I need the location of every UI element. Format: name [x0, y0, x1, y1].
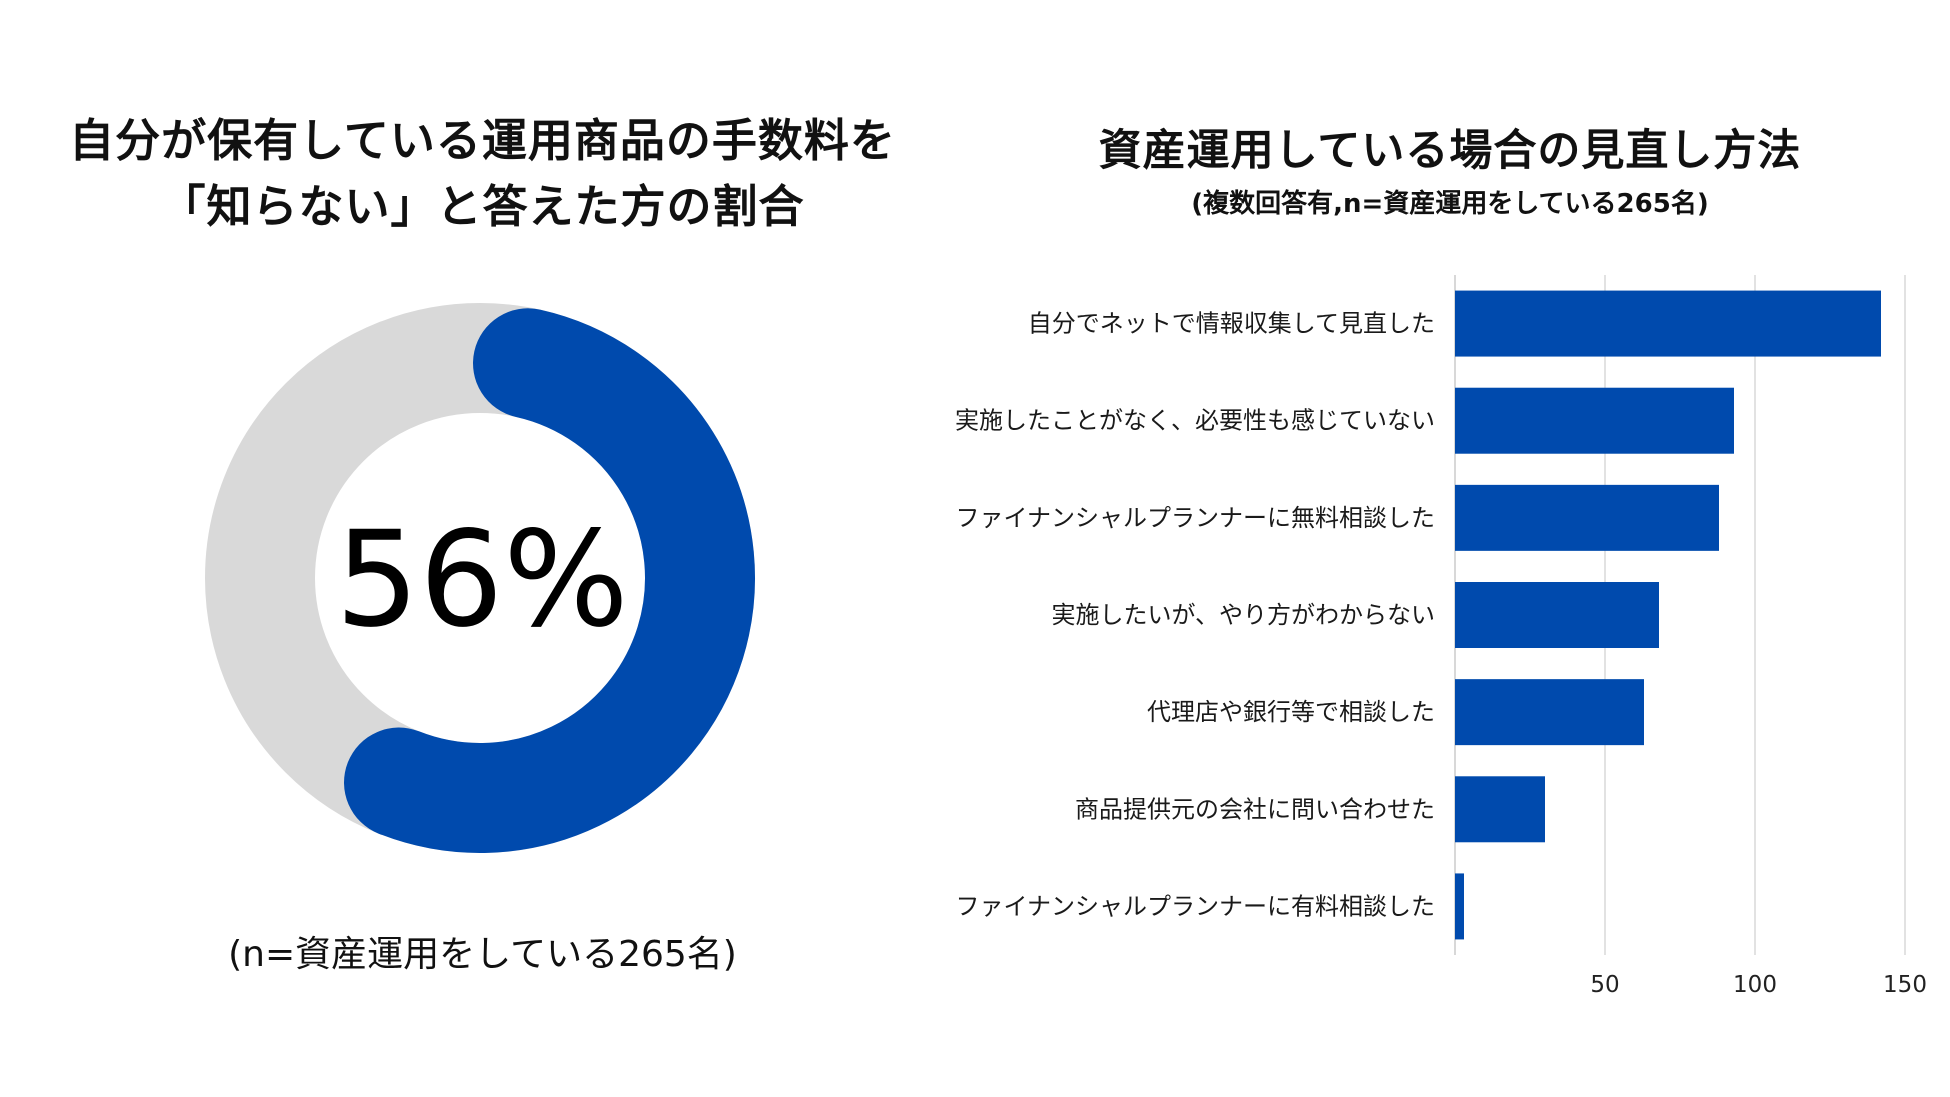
donut-chart-title-line1: 自分が保有している運用商品の手数料を	[69, 114, 896, 167]
bar	[1455, 484, 1719, 551]
category-label: ファイナンシャルプランナーに無料相談した	[955, 504, 1435, 532]
bar	[1455, 582, 1659, 648]
bar	[1455, 290, 1881, 357]
category-label: 商品提供元の会社に問い合わせた	[1075, 795, 1435, 823]
category-label: 実施したことがなく、必要性も感じていない	[955, 407, 1435, 435]
donut-chart-title-line2: 「知らない」と答えた方の割合	[160, 180, 805, 233]
x-tick-label: 50	[1590, 972, 1619, 998]
donut-highlight-segment	[344, 308, 755, 853]
category-label: 実施したいが、やり方がわからない	[1051, 601, 1435, 629]
bar	[1455, 387, 1734, 454]
x-tick-label: 100	[1733, 972, 1777, 998]
donut-percent-label: 56%	[335, 503, 629, 657]
bar	[1455, 679, 1644, 746]
bar	[1455, 873, 1464, 940]
donut-sample-note: (n=資産運用をしている265名)	[228, 934, 737, 975]
donut-chart	[205, 303, 755, 853]
x-tick-label: 150	[1883, 972, 1927, 998]
category-label: 代理店や銀行等で相談した	[1147, 698, 1435, 726]
category-label: 自分でネットで情報収集して見直した	[1028, 310, 1435, 338]
bar	[1455, 776, 1545, 843]
donut-chart-title: 自分が保有している運用商品の手数料を 「知らない」と答えた方の割合	[20, 108, 945, 240]
bar-chart-title: 資産運用している場合の見直し方法	[1098, 126, 1802, 176]
category-label: ファイナンシャルプランナーに有料相談した	[955, 892, 1435, 920]
bar-chart-subtitle: (複数回答有,n=資産運用をしている265名)	[1191, 189, 1709, 219]
